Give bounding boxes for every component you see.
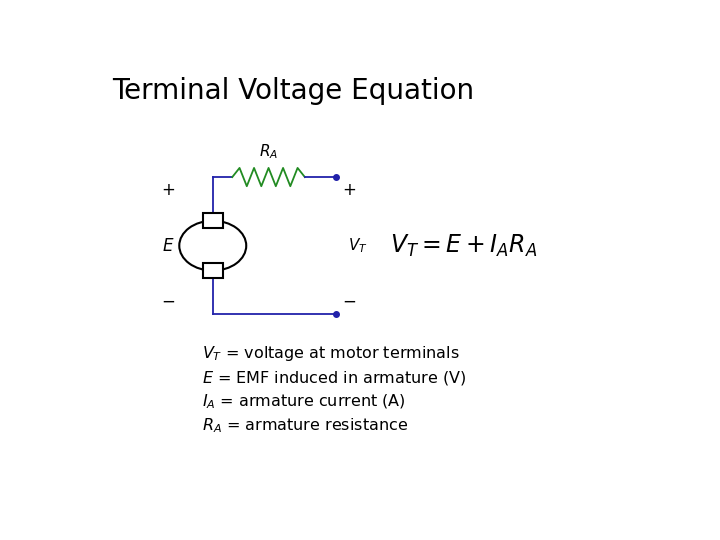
Text: $E$ = EMF induced in armature (V): $E$ = EMF induced in armature (V) bbox=[202, 369, 466, 387]
Text: +: + bbox=[161, 180, 175, 199]
Text: $E$: $E$ bbox=[162, 237, 174, 255]
FancyBboxPatch shape bbox=[203, 213, 222, 228]
Text: $R_A$ = armature resistance: $R_A$ = armature resistance bbox=[202, 417, 408, 435]
Text: $V_T = E + I_A R_A$: $V_T = E + I_A R_A$ bbox=[390, 233, 538, 259]
Text: −: − bbox=[343, 293, 356, 311]
FancyBboxPatch shape bbox=[203, 263, 222, 278]
Text: +: + bbox=[343, 180, 356, 199]
Text: $I_A$ = armature current (A): $I_A$ = armature current (A) bbox=[202, 393, 405, 411]
Text: Terminal Voltage Equation: Terminal Voltage Equation bbox=[112, 77, 474, 105]
Text: $V_T$ = voltage at motor terminals: $V_T$ = voltage at motor terminals bbox=[202, 345, 459, 363]
Text: −: − bbox=[161, 293, 175, 311]
Text: $R_A$: $R_A$ bbox=[259, 143, 278, 161]
Text: $V_T$: $V_T$ bbox=[348, 237, 368, 255]
